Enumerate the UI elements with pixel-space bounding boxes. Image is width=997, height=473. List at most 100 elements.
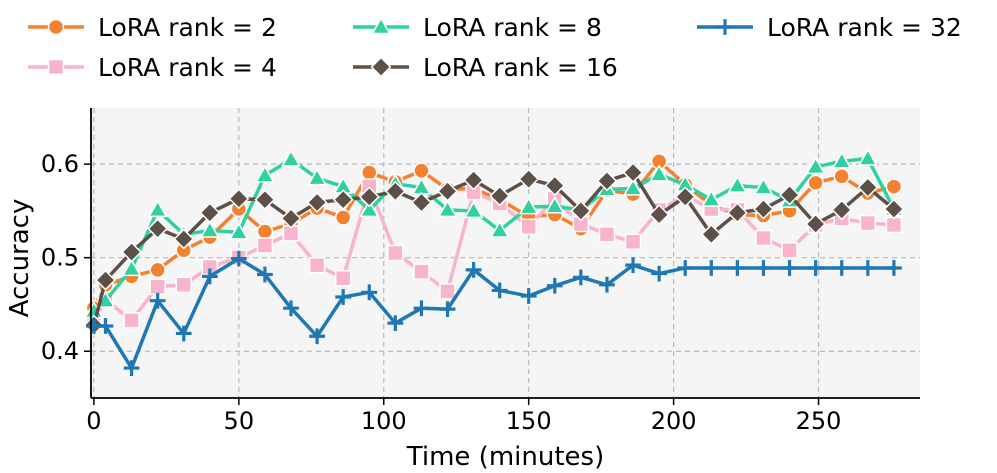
data-point <box>361 164 378 181</box>
data-point <box>199 202 221 224</box>
axes: 0 50 100 150 200 250 0.4 0.5 0.6 <box>41 108 920 435</box>
data-point <box>520 218 537 236</box>
data-point <box>779 184 800 206</box>
data-point <box>149 292 166 309</box>
data-point <box>281 149 301 167</box>
data-point <box>97 318 114 334</box>
data-point <box>520 288 537 304</box>
legend-label: LoRA rank = 32 <box>767 13 962 42</box>
data-point <box>439 283 456 300</box>
legend-label: LoRA rank = 2 <box>98 13 277 42</box>
data-point <box>701 189 722 207</box>
legend-marker <box>370 56 392 78</box>
legend-label: LoRA rank = 16 <box>423 53 618 82</box>
data-point <box>857 177 879 198</box>
y-tick-label: 0.4 <box>41 337 79 365</box>
legend: LoRA rank = 2 LoRA rank = 4 LoRA rank = 8 L… <box>28 13 962 82</box>
data-point <box>175 325 192 342</box>
data-point <box>463 200 484 219</box>
data-point <box>700 223 722 245</box>
data-point <box>283 300 299 317</box>
data-point <box>280 207 302 229</box>
data-point <box>726 202 748 224</box>
data-point <box>384 180 406 202</box>
y-tick-label: 0.6 <box>41 150 79 178</box>
data-point <box>518 168 540 190</box>
data-point <box>199 220 220 238</box>
legend-label: LoRA rank = 4 <box>98 53 277 82</box>
data-point <box>833 168 850 185</box>
data-point <box>625 257 641 274</box>
series-layer <box>83 148 905 376</box>
data-point <box>257 266 273 283</box>
data-point <box>805 213 827 235</box>
data-point <box>334 270 352 287</box>
data-point <box>489 185 511 207</box>
x-tick-label: 0 <box>86 407 101 435</box>
data-point <box>753 198 774 220</box>
data-point <box>833 260 850 276</box>
data-point <box>228 188 250 210</box>
data-point <box>546 277 563 294</box>
data-point <box>677 260 694 276</box>
data-point <box>95 269 116 291</box>
data-point <box>623 178 643 196</box>
data-point <box>413 162 430 179</box>
data-point <box>437 199 458 218</box>
data-point <box>781 260 798 276</box>
data-point <box>149 261 166 279</box>
data-point <box>147 218 169 240</box>
data-point <box>598 226 616 243</box>
data-point <box>807 174 824 192</box>
legend-marker <box>717 19 733 35</box>
data-point <box>437 180 458 202</box>
data-point <box>173 228 195 250</box>
data-point <box>334 209 352 226</box>
data-point <box>308 256 326 274</box>
data-point <box>228 222 249 240</box>
data-point <box>674 186 696 208</box>
data-point <box>544 196 565 214</box>
data-point <box>753 177 774 195</box>
data-point <box>831 199 853 221</box>
data-point <box>886 260 902 276</box>
data-point <box>622 162 644 183</box>
legend-marker <box>47 58 65 76</box>
data-point <box>256 223 274 240</box>
x-axis-label: Time (minutes) <box>406 442 604 472</box>
data-point <box>491 282 508 299</box>
data-point <box>307 168 328 186</box>
data-point <box>254 189 276 211</box>
y-tick-label: 0.5 <box>41 244 79 272</box>
data-point <box>121 241 143 263</box>
data-point <box>885 178 903 195</box>
legend-marker <box>47 18 65 36</box>
data-point <box>123 360 140 376</box>
data-point <box>572 269 589 286</box>
data-point <box>230 250 247 267</box>
data-point <box>306 192 328 213</box>
legend-item: LoRA rank = 8 <box>353 13 602 42</box>
data-point <box>489 220 510 238</box>
y-axis-label: Accuracy <box>5 199 35 318</box>
data-point <box>729 260 746 276</box>
data-point <box>859 214 877 232</box>
data-point <box>332 189 354 211</box>
data-point <box>599 276 615 293</box>
data-point <box>651 265 668 282</box>
data-point <box>755 229 772 247</box>
data-point <box>413 300 430 317</box>
x-tick-label: 150 <box>506 407 552 435</box>
data-point <box>254 165 275 183</box>
data-point <box>358 186 380 208</box>
data-point <box>885 216 903 234</box>
series-5 <box>86 250 902 376</box>
data-point <box>703 260 720 276</box>
legend-item: LoRA rank = 4 <box>28 53 277 82</box>
data-point <box>648 204 670 226</box>
x-tick-label: 200 <box>651 407 697 435</box>
data-point <box>465 261 482 278</box>
data-point <box>544 175 566 197</box>
data-point <box>463 169 485 191</box>
